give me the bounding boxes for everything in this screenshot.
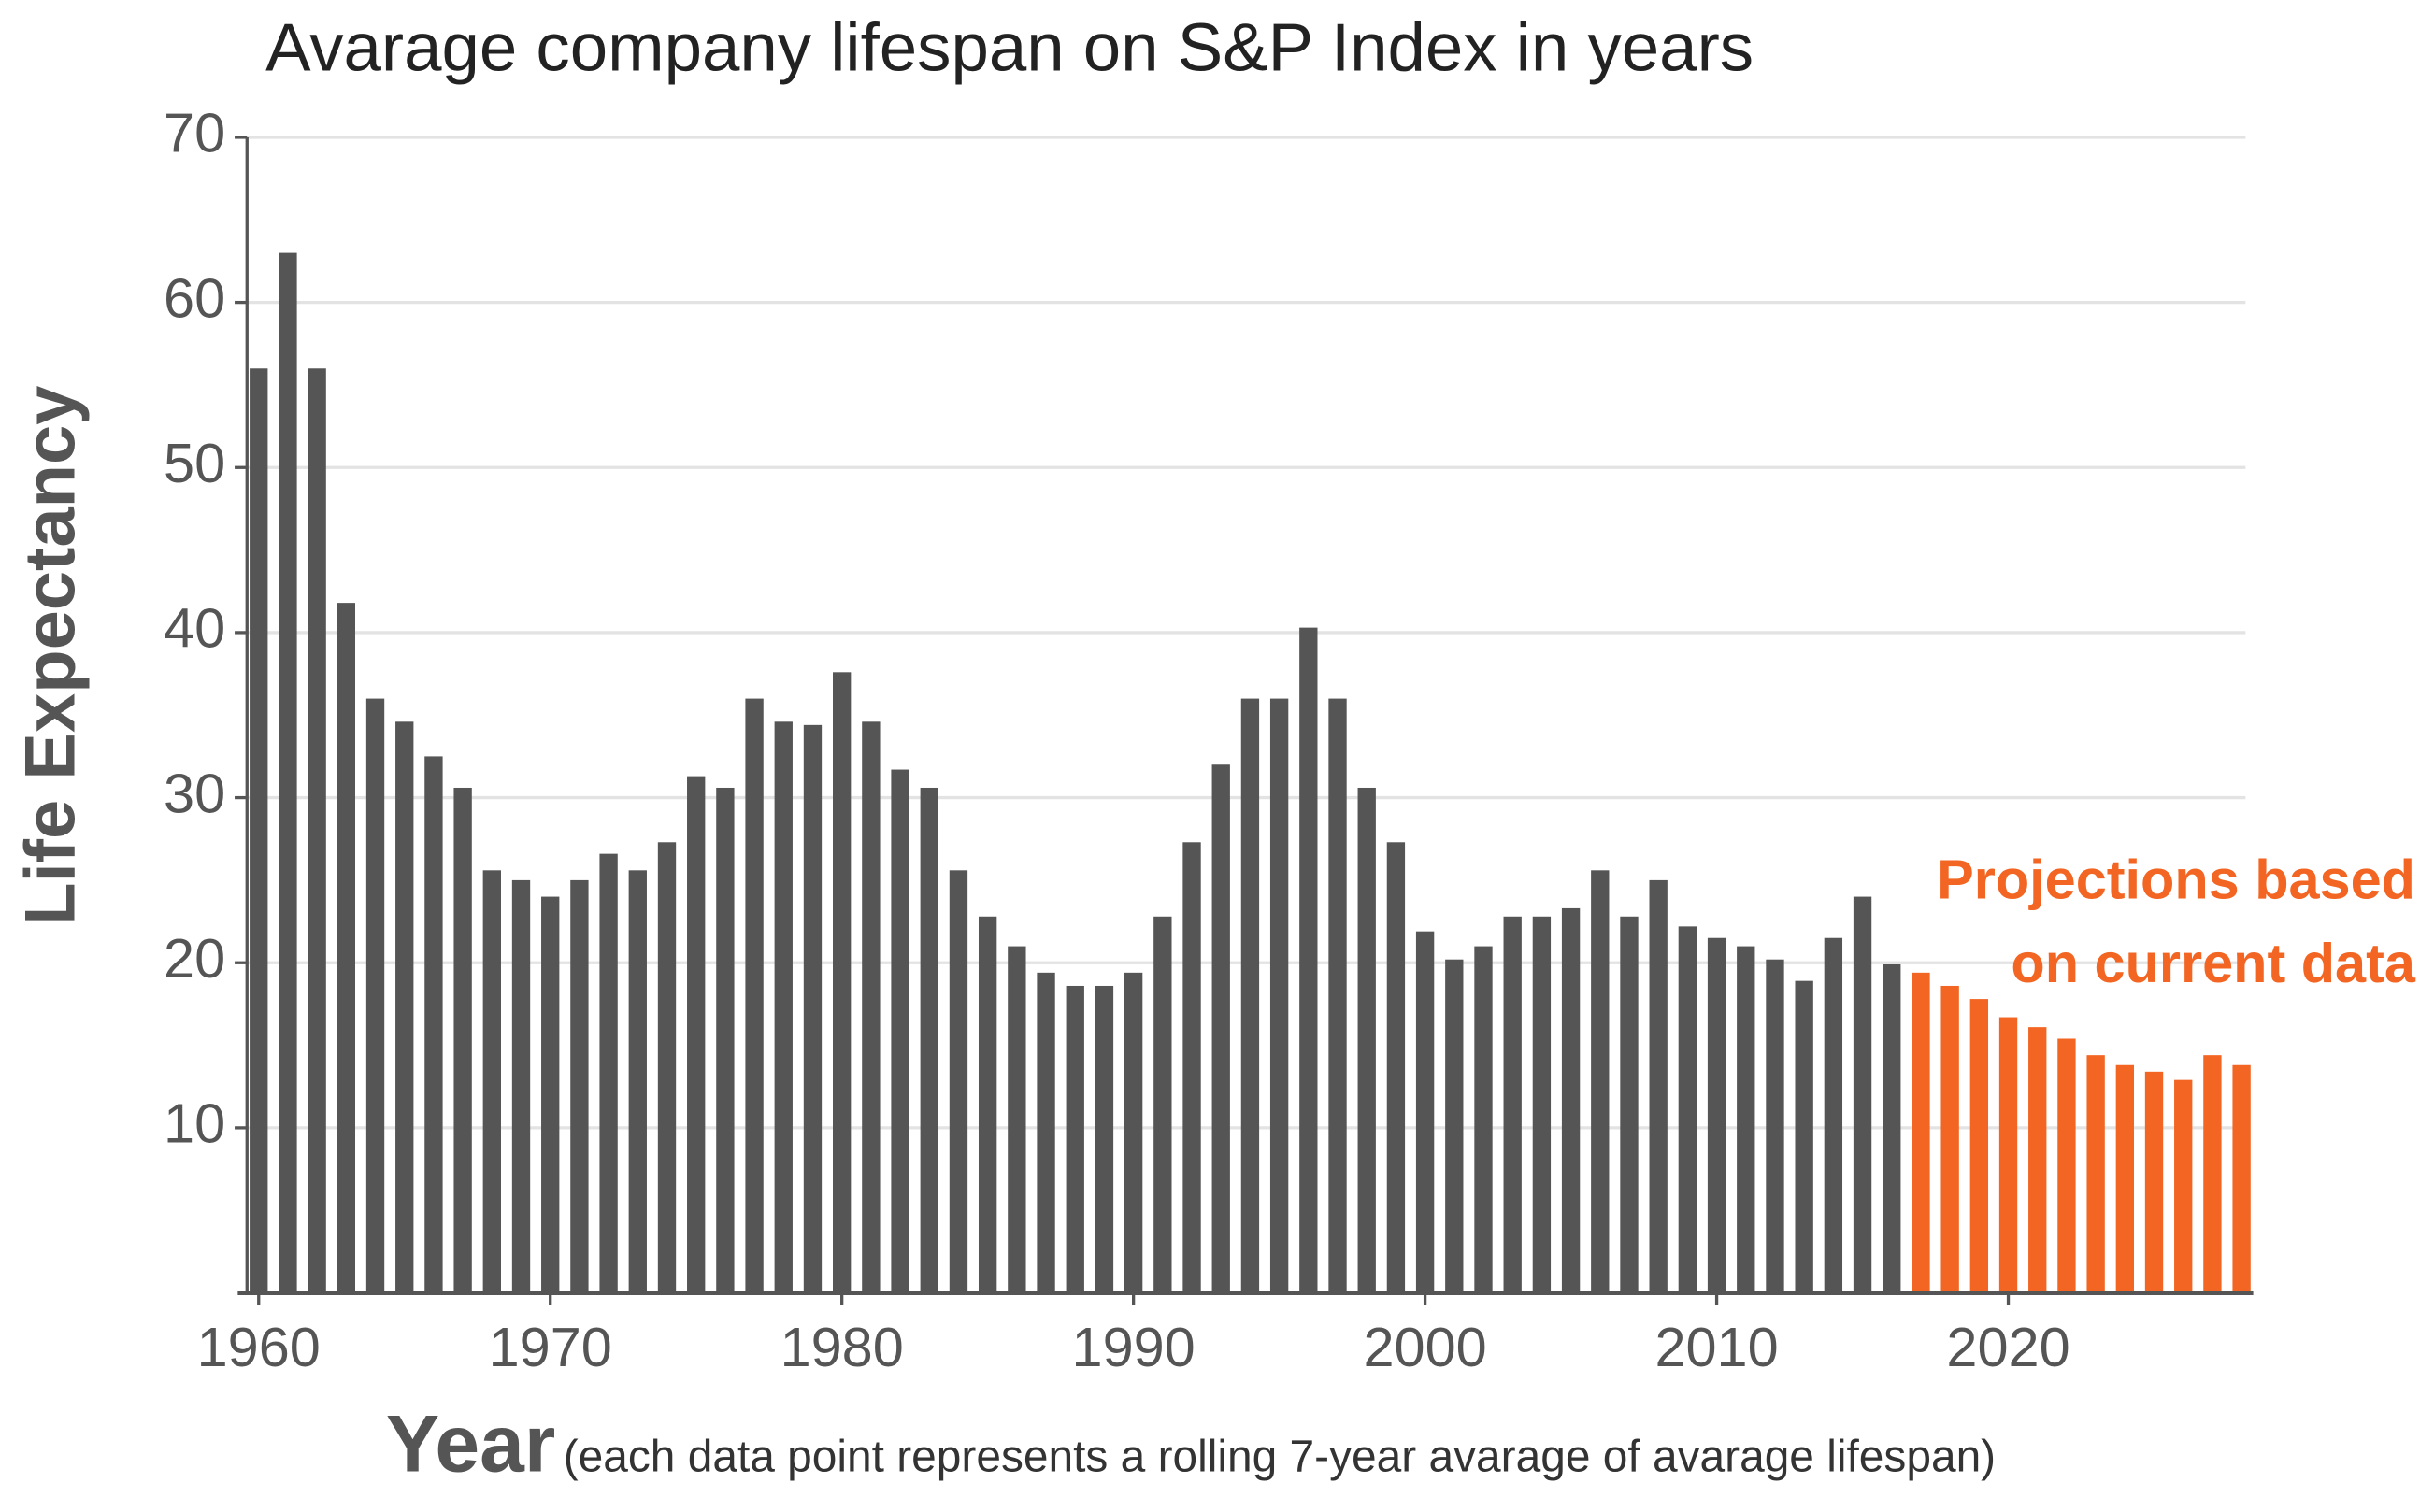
bar bbox=[978, 916, 997, 1293]
bar bbox=[1066, 985, 1084, 1293]
bar bbox=[1591, 870, 1610, 1293]
bar bbox=[1240, 698, 1260, 1293]
bar bbox=[628, 870, 647, 1293]
bar bbox=[308, 368, 326, 1293]
bar bbox=[2232, 1064, 2251, 1293]
bar bbox=[1649, 879, 1668, 1293]
bar bbox=[1415, 931, 1435, 1293]
bar bbox=[1737, 946, 1755, 1293]
bar bbox=[2174, 1079, 2193, 1293]
bar bbox=[2203, 1055, 2222, 1293]
bar bbox=[1299, 627, 1318, 1293]
bar bbox=[424, 756, 443, 1293]
bar bbox=[1795, 980, 1813, 1293]
y-tick-label: 50 bbox=[164, 432, 225, 494]
bar bbox=[250, 368, 268, 1293]
bar bbox=[891, 769, 909, 1293]
bar bbox=[745, 698, 764, 1293]
y-tick-label: 30 bbox=[164, 762, 225, 824]
bar bbox=[482, 870, 501, 1293]
bar bbox=[803, 724, 823, 1293]
bar bbox=[949, 870, 968, 1293]
x-tick-label: 2000 bbox=[1364, 1316, 1487, 1378]
y-tick-label: 20 bbox=[164, 927, 225, 990]
bar bbox=[2144, 1071, 2164, 1293]
bar bbox=[279, 252, 297, 1293]
bar bbox=[1969, 999, 1989, 1293]
bar bbox=[2086, 1055, 2105, 1293]
x-tick-label: 1990 bbox=[1072, 1316, 1196, 1378]
bar bbox=[570, 879, 589, 1293]
bar bbox=[833, 672, 852, 1293]
bar bbox=[2057, 1038, 2076, 1293]
bar bbox=[1124, 972, 1143, 1293]
x-tick-label: 1960 bbox=[197, 1316, 321, 1378]
y-tick-label: 10 bbox=[164, 1092, 225, 1155]
bar bbox=[1824, 937, 1843, 1293]
bar bbox=[395, 721, 414, 1293]
bar bbox=[1503, 916, 1522, 1293]
bar bbox=[1912, 972, 1930, 1293]
bar bbox=[1940, 985, 1959, 1293]
bar bbox=[2028, 1027, 2047, 1293]
bar bbox=[1620, 916, 1639, 1293]
bar bbox=[657, 842, 677, 1293]
y-tick-label: 70 bbox=[164, 102, 225, 164]
bar bbox=[1853, 896, 1872, 1293]
bar bbox=[337, 603, 356, 1293]
x-axis-note: (each data point represents a rolling 7-… bbox=[564, 1433, 1996, 1482]
bar bbox=[599, 853, 618, 1293]
x-axis-label: Year bbox=[386, 1400, 555, 1490]
x-tick-label: 1980 bbox=[780, 1316, 904, 1378]
bar bbox=[716, 787, 735, 1293]
bar bbox=[1095, 985, 1114, 1293]
bar bbox=[1883, 964, 1901, 1293]
x-tick-label: 2020 bbox=[1946, 1316, 2069, 1378]
bar bbox=[1269, 698, 1289, 1293]
bar bbox=[1678, 926, 1697, 1293]
bar bbox=[1008, 946, 1026, 1293]
y-tick-label: 60 bbox=[164, 266, 225, 329]
bar bbox=[1766, 959, 1784, 1293]
bar bbox=[2115, 1064, 2134, 1293]
bar bbox=[920, 787, 938, 1293]
bar bbox=[1998, 1017, 2018, 1293]
bar bbox=[1445, 959, 1464, 1293]
annotation: Projections based bbox=[1937, 849, 2415, 911]
x-tick-label: 1970 bbox=[489, 1316, 612, 1378]
bar bbox=[1386, 842, 1406, 1293]
chart-title: Avarage company lifespan on S&P Index in… bbox=[265, 9, 1754, 85]
bar bbox=[774, 721, 793, 1293]
y-tick-label: 40 bbox=[164, 597, 225, 660]
bar bbox=[1037, 972, 1055, 1293]
bar bbox=[1153, 916, 1172, 1293]
bar bbox=[1357, 787, 1376, 1293]
bar bbox=[541, 896, 560, 1293]
bar bbox=[453, 787, 472, 1293]
bar bbox=[862, 721, 881, 1293]
bar bbox=[1328, 698, 1347, 1293]
annotation: on current data bbox=[2011, 932, 2415, 994]
bar bbox=[1182, 842, 1201, 1293]
bar bbox=[511, 879, 531, 1293]
bar bbox=[1211, 764, 1230, 1293]
bar bbox=[687, 776, 706, 1293]
bar bbox=[1532, 916, 1552, 1293]
y-axis-label: Life Expectancy bbox=[11, 386, 91, 926]
bar bbox=[1707, 937, 1726, 1293]
x-tick-label: 2010 bbox=[1654, 1316, 1778, 1378]
bar bbox=[1474, 946, 1493, 1293]
bar bbox=[1561, 907, 1581, 1293]
bar bbox=[365, 698, 385, 1293]
